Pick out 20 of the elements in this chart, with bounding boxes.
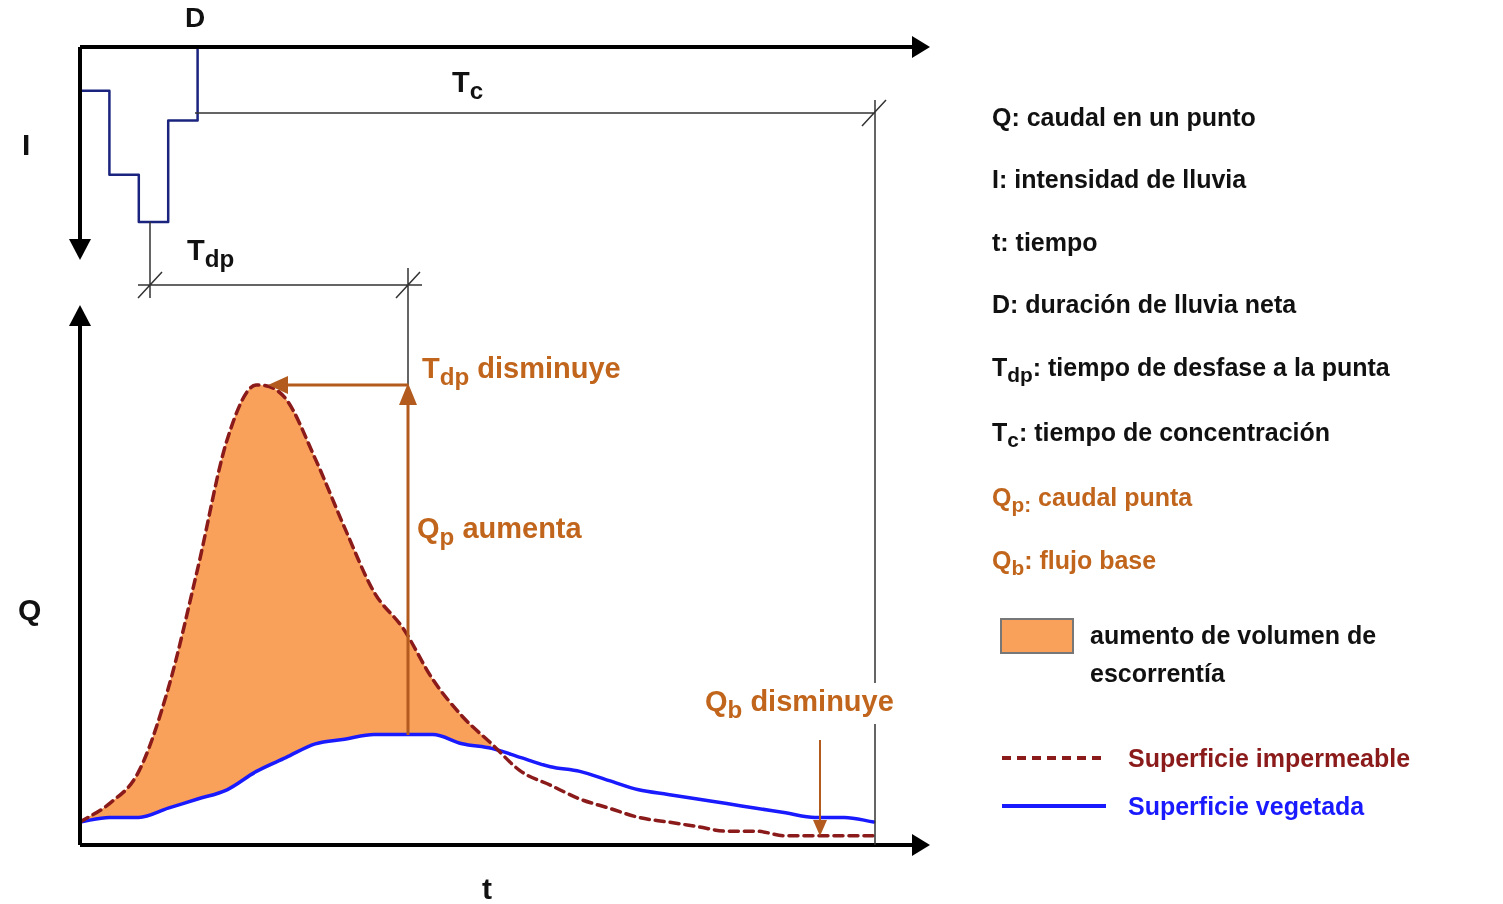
y-axis-title: I (22, 128, 31, 162)
text: Q$_{p:}$ caudal punta (991, 483, 1194, 517)
x-axis-title: t (482, 872, 492, 904)
legend-label: Superficie impermeable (1128, 743, 1411, 773)
text: t: tiempo (991, 228, 1099, 257)
annotation: T$_{dp}$ disminuye (421, 352, 622, 391)
legend-label: aumento de volumen de escorrentía (1090, 620, 1378, 689)
text: Q: caudal en un punto (991, 103, 1257, 132)
annotation: Q$_{p}$ aumenta (416, 512, 583, 551)
annotation: Q$_{b}$ disminuye (703, 685, 896, 724)
legend-label: Superficie vegetada (1128, 791, 1365, 821)
text: T$_{dp}$: tiempo de desfase a la punta (991, 353, 1391, 387)
text: T$_{dp}$ (186, 234, 236, 273)
annotation: T$_{c}$ (451, 66, 485, 105)
text: Q$_{b}$: flujo base (991, 546, 1158, 580)
y-axis-title: Q (18, 593, 42, 627)
text: T$_{c}$: tiempo de concentración (991, 418, 1332, 452)
text: D: duración de lluvia neta (991, 290, 1298, 319)
text: D (184, 2, 207, 34)
text: I: intensidad de lluvia (991, 165, 1248, 194)
